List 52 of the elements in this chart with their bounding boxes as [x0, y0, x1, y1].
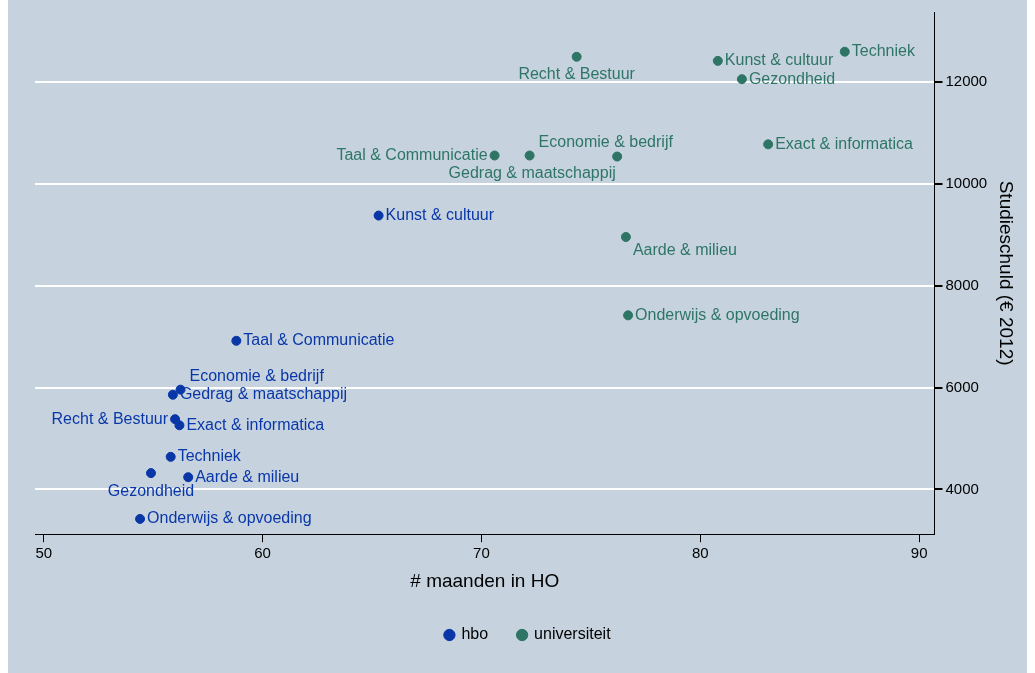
x-tick-label: 80 [691, 544, 709, 562]
annotation: Aarde & milieu [195, 467, 300, 485]
annotation: Techniek [177, 447, 242, 465]
annotation: Aarde & milieu [632, 241, 737, 259]
annotation: Recht & Bestuur [518, 65, 636, 83]
annotation: Kunst & cultuur [724, 51, 834, 69]
annotation: Onderwijs & opvoeding [147, 509, 312, 527]
y-tick-label: 6000 [945, 377, 979, 395]
annotation: Gezondheid [748, 69, 836, 87]
x-tick-label: 60 [254, 544, 271, 562]
point [145, 468, 156, 479]
y-axis-title: Studieschuld (€ 2012) [996, 180, 1018, 366]
point [571, 51, 582, 62]
annotation: Gedrag & maatschappij [448, 163, 616, 181]
annotation: Taal & Communicatie [243, 331, 395, 349]
point [712, 55, 723, 66]
point [231, 335, 242, 346]
annotation: Onderwijs & opvoeding [635, 305, 800, 323]
point [839, 46, 850, 57]
annotation: Gedrag & maatschappij [179, 385, 348, 403]
annotation: Exact & informatica [775, 134, 914, 152]
y-tick-label: 12000 [945, 72, 988, 90]
point [167, 389, 178, 400]
point [183, 472, 194, 483]
legend-label: universiteit [534, 625, 612, 643]
annotation: Recht & Bestuur [51, 409, 169, 427]
point [524, 150, 535, 161]
annotation: Economie & bedrijf [538, 132, 674, 150]
annotation: Techniek [851, 42, 916, 60]
x-tick-label: 70 [473, 544, 490, 562]
point [373, 210, 384, 221]
annotation: Kunst & cultuur [385, 205, 495, 223]
point [135, 513, 146, 524]
point [174, 420, 185, 431]
annotation: Gezondheid [107, 481, 195, 499]
y-tick-label: 10000 [945, 174, 988, 192]
x-tick-label: 90 [910, 544, 928, 562]
point [620, 231, 631, 242]
legend-label: hbo [461, 625, 489, 643]
point [623, 310, 634, 321]
y-tick-label: 8000 [945, 275, 979, 293]
annotation: Exact & informatica [186, 415, 325, 433]
point [489, 150, 500, 161]
point [763, 139, 774, 150]
x-axis-title: # maanden in HO [410, 569, 560, 591]
point [165, 451, 176, 462]
x-tick-label: 50 [35, 544, 53, 562]
y-tick-label: 4000 [945, 479, 979, 497]
point [736, 74, 747, 85]
annotation: Economie & bedrijf [189, 367, 325, 385]
annotation: Taal & Communicatie [336, 145, 488, 163]
point [612, 151, 623, 162]
